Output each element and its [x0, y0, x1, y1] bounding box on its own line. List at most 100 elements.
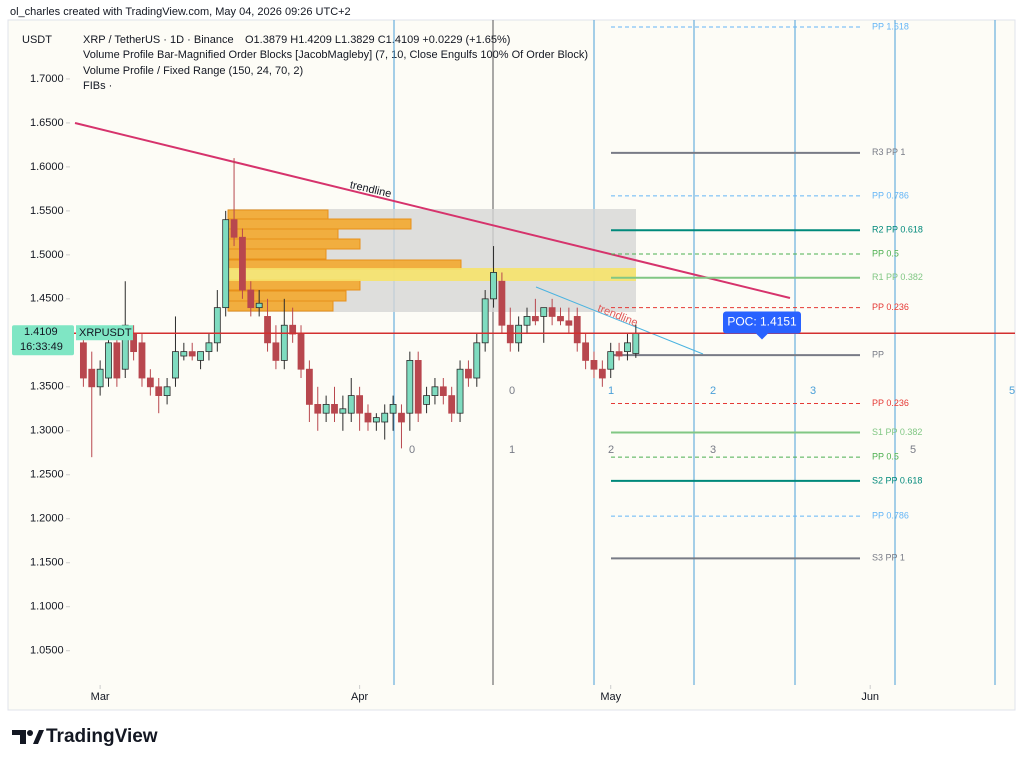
symbol-tag-label: XRPUSDT: [79, 327, 132, 339]
candle-body: [305, 368, 313, 405]
candle-body: [197, 351, 204, 361]
candle-body: [356, 395, 364, 414]
trendline: [535, 286, 704, 355]
ohlc-text: O1.3879 H1.4209 L1.3829 C1.4109 +0.0229 …: [245, 34, 510, 46]
y-tick-label: 1.6500: [30, 117, 64, 129]
candle-body: [264, 316, 271, 344]
candle-body: [297, 333, 305, 370]
y-tick-label: 1.2500: [30, 469, 64, 481]
price-tag: [12, 325, 74, 356]
candle-body: [531, 316, 539, 322]
candle-body: [96, 368, 104, 388]
pivot-label: S1 PP 0.382: [872, 427, 922, 437]
pivot-label: PP 0.236: [872, 302, 909, 312]
candle-body: [573, 316, 581, 344]
candle-body: [172, 351, 179, 379]
x-tick-label: Mar: [91, 691, 110, 703]
pivot-label: R1 PP 0.382: [872, 272, 923, 282]
pivot-label: PP 0.5: [872, 248, 899, 258]
candle-body: [431, 386, 439, 397]
candle-body: [456, 368, 464, 414]
fib-label: 2: [710, 385, 716, 397]
fib-label: 0: [409, 444, 415, 456]
currency: USDT: [22, 34, 52, 46]
candle-body: [188, 351, 196, 357]
candle-body: [314, 403, 322, 414]
candle-body: [130, 333, 138, 353]
candle-body: [280, 324, 288, 361]
marks: 1.0500 1.1000 1.1500 1.2000 1.2500 1.3000 1.35…: [12, 21, 1015, 703]
candle-body: [557, 316, 564, 322]
candle-body: [88, 368, 96, 388]
candle-body: [347, 395, 355, 414]
price-tag-countdown: 16:33:49: [20, 341, 63, 353]
poc-band: [228, 268, 636, 281]
trendline: [74, 122, 791, 299]
candle-body: [239, 236, 246, 291]
pivot-label: S2 PP 0.618: [872, 475, 922, 485]
candle-body: [255, 302, 263, 309]
candle-body: [138, 342, 146, 379]
candle-body: [515, 324, 523, 344]
candle-body: [548, 307, 556, 317]
candle-body: [121, 324, 129, 370]
y-tick-label: 1.4500: [30, 293, 64, 305]
watermark: ol_charles created with TradingView.com,…: [10, 6, 351, 18]
indicator: Volume Profile / Fixed Range (150, 24, 7…: [83, 65, 303, 77]
candle-body: [423, 395, 430, 405]
poc-pointer: [756, 333, 768, 340]
candle-body: [205, 342, 213, 353]
candle-body: [364, 412, 372, 423]
pivot-label: PP 0.236: [872, 398, 909, 408]
candle-body: [632, 332, 640, 354]
indicator: Volume Profile Bar-Magnified Order Block…: [83, 49, 588, 61]
pivot-label: R2 PP 0.618: [872, 225, 923, 235]
fib-label: 3: [810, 385, 816, 397]
price-tag-value: 1.4109: [24, 326, 58, 338]
candle-body: [615, 351, 623, 357]
candle-body: [398, 412, 405, 423]
x-tick-label: Jun: [861, 691, 879, 703]
pivot-label: PP 0.786: [872, 190, 909, 200]
brand-logo: [12, 730, 44, 744]
pivot-label: S3 PP 1: [872, 553, 905, 563]
candle-body: [222, 219, 230, 309]
candle-body: [230, 219, 238, 238]
y-tick-label: 1.0500: [30, 645, 64, 657]
candle-body: [322, 403, 330, 414]
chart-panel: [7, 19, 1016, 711]
pivot-label: PP 0.5: [872, 452, 899, 462]
candle-body: [247, 289, 255, 309]
candle-body: [372, 417, 380, 423]
candle-body: [473, 342, 481, 379]
fib-label: 0: [509, 385, 515, 397]
candle-body: [598, 368, 606, 379]
y-tick-label: 1.2000: [30, 513, 64, 525]
candle-body: [582, 342, 590, 361]
y-tick-label: 1.5500: [30, 205, 64, 217]
candle-body: [146, 377, 154, 388]
candle-body: [607, 351, 615, 370]
y-tick-label: 1.7000: [30, 73, 64, 85]
fib-label: 1: [608, 385, 614, 397]
pivot-label: PP: [872, 350, 884, 360]
candle-body: [113, 342, 121, 379]
candle-body: [272, 342, 280, 361]
y-tick-label: 1.5000: [30, 249, 64, 261]
y-tick-label: 1.6000: [30, 161, 64, 173]
candle-body: [506, 324, 514, 344]
y-tick-label: 1.1500: [30, 557, 64, 569]
candle-body: [439, 386, 447, 397]
candle-body: [414, 360, 422, 414]
candle-body: [465, 368, 472, 379]
chart-title: XRP / TetherUS · 1D · Binance: [83, 34, 234, 46]
y-tick-label: 1.3000: [30, 425, 64, 437]
fib-label: 1: [509, 444, 515, 456]
candle-body: [540, 307, 548, 317]
fib-label: 5: [1009, 385, 1015, 397]
fib-label: 5: [910, 444, 916, 456]
y-tick-label: 1.3500: [30, 381, 64, 393]
candle-body: [79, 342, 87, 379]
